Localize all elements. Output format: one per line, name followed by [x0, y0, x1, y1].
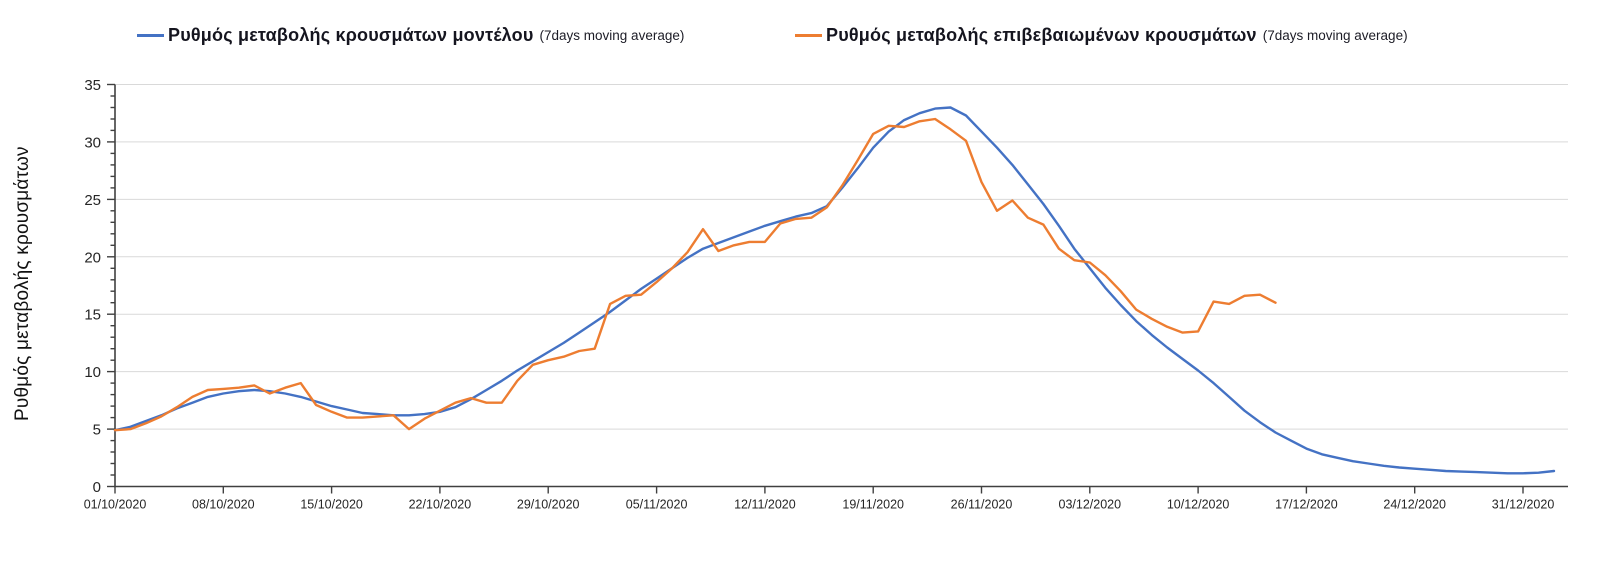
- x-tick-label: 08/10/2020: [192, 498, 255, 512]
- x-tick-label: 15/10/2020: [300, 498, 363, 512]
- x-tick-label: 19/11/2020: [842, 498, 904, 512]
- series-line-model: [113, 106, 1556, 475]
- legend-suffix-model: (7days moving average): [539, 28, 685, 43]
- y-tick-label: 25: [84, 192, 101, 209]
- x-tick-label: 22/10/2020: [409, 498, 472, 512]
- series-line-confirmed: [113, 117, 1277, 432]
- y-tick-label: 35: [84, 77, 101, 94]
- x-tick-label: 26/11/2020: [951, 498, 1013, 512]
- legend-item-confirmed: Ρυθμός μεταβολής επιβεβαιωμένων κρουσμάτ…: [795, 25, 1408, 46]
- confirmed-line-swatch: [795, 34, 822, 37]
- y-tick-label: 15: [84, 307, 101, 324]
- legend-label-confirmed: Ρυθμός μεταβολής επιβεβαιωμένων κρουσμάτ…: [826, 25, 1257, 45]
- y-tick-label: 10: [84, 364, 101, 381]
- x-tick-label: 17/12/2020: [1275, 498, 1338, 512]
- x-tick-label: 10/12/2020: [1167, 498, 1230, 512]
- x-tick-label: 31/12/2020: [1492, 498, 1555, 512]
- y-tick-label: 30: [84, 134, 101, 151]
- legend-label-model: Ρυθμός μεταβολής κρουσμάτων μοντέλου: [168, 25, 534, 45]
- x-tick-label: 29/10/2020: [517, 498, 580, 512]
- x-tick-label: 12/11/2020: [734, 498, 796, 512]
- legend-item-model: Ρυθμός μεταβολής κρουσμάτων μοντέλου (7d…: [137, 25, 684, 46]
- model-line-swatch: [137, 34, 164, 37]
- x-tick-label: 24/12/2020: [1383, 498, 1446, 512]
- x-tick-label: 03/12/2020: [1059, 498, 1122, 512]
- y-tick-label: 20: [84, 249, 101, 266]
- y-tick-label: 5: [93, 422, 101, 439]
- y-tick-label: 0: [93, 479, 101, 496]
- x-tick-label: 01/10/2020: [84, 498, 147, 512]
- x-tick-label: 05/11/2020: [626, 498, 688, 512]
- legend-suffix-confirmed: (7days moving average): [1262, 28, 1408, 43]
